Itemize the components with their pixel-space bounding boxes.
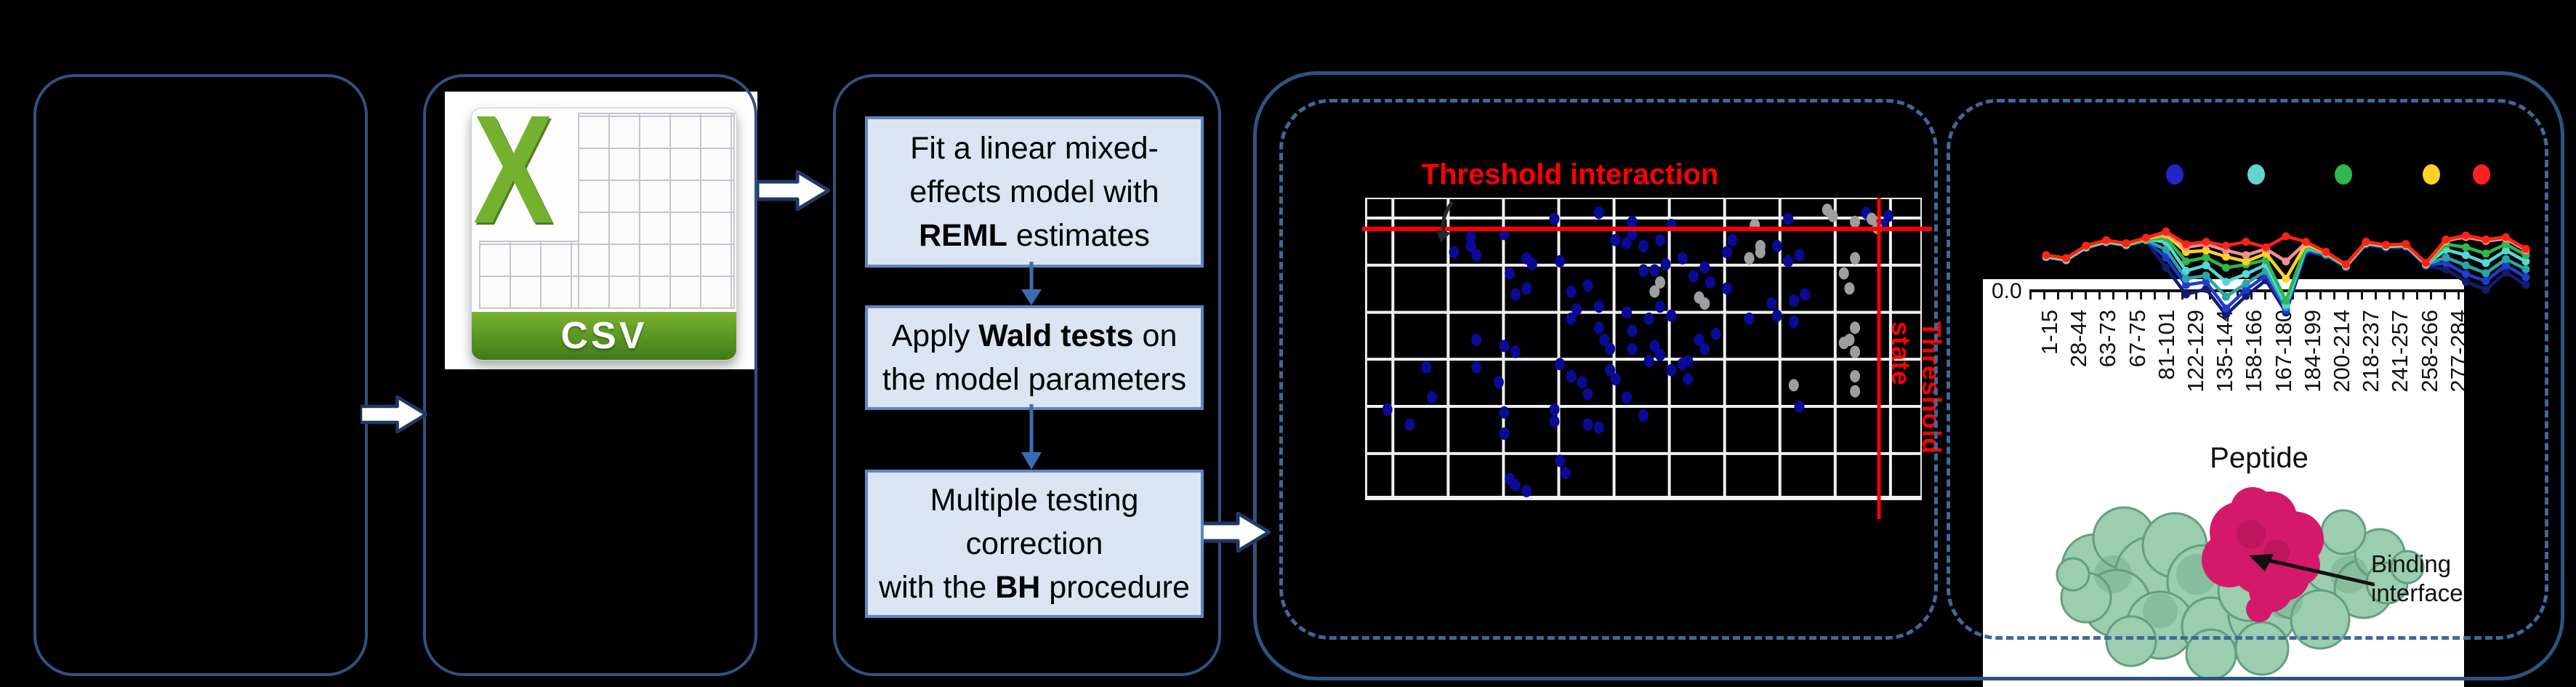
right-arrow-icon: [361, 395, 427, 434]
step-text-line: Apply Wald tests on: [891, 318, 1178, 353]
step-text-line: Fit a linear mixed-: [910, 131, 1159, 166]
x-axis-title: Peptide: [2210, 442, 2309, 474]
down-arrow-icon: [1021, 262, 1042, 305]
step-text-line: with the BH procedure: [879, 570, 1190, 605]
peptide-tick-label: 184-199: [2299, 310, 2325, 393]
peptide-tick-label: 200-214: [2329, 310, 2354, 393]
peptide-tick-label: 81-101: [2153, 310, 2179, 380]
annotation-arrow-icon: [1436, 201, 1454, 243]
scatter-title: Threshold interaction: [1421, 158, 1719, 190]
peptide-tick-label: 218-237: [2358, 310, 2384, 393]
peptide-line-chart: [2042, 228, 2530, 319]
csv-banner: CSV: [472, 312, 736, 360]
legend-dot-icon: [2473, 164, 2490, 185]
csv-file-icon: X CSV: [471, 92, 737, 361]
spreadsheet-grid: [578, 113, 735, 309]
panel-input-box: [33, 74, 368, 676]
peptide-tick-label: 135-144: [2212, 310, 2238, 393]
scatter-svg: [1362, 198, 1932, 519]
series-cyan: [2045, 238, 2527, 307]
scatter-points-main: [1382, 206, 1894, 498]
step-text-line: correction: [965, 526, 1103, 561]
series-red-markers: [2042, 228, 2530, 269]
step-wald-tests: Apply Wald tests on the model parameters: [865, 305, 1204, 410]
peptide-tick-label: 258-266: [2416, 310, 2442, 393]
legend-dot-icon: [2423, 164, 2440, 185]
legend-dot-icon: [2335, 164, 2352, 185]
spreadsheet-grid: [479, 241, 579, 309]
scatter-points-secondary: [1649, 204, 1883, 398]
binding-arrow-icon: [2249, 554, 2375, 587]
step-fit-model: Fit a linear mixed-effects model with REM…: [865, 116, 1204, 268]
step-text-line: effects model with: [909, 174, 1159, 209]
down-arrow-icon: [1021, 404, 1042, 470]
step-text-line: Multiple testing: [930, 483, 1139, 518]
peptide-panel: 0.0 1-15 28-44 63-73 67-75 81-101 122-129 135-…: [1983, 279, 2464, 687]
step-multiple-testing: Multiple testing correction with the BH pr…: [865, 470, 1204, 618]
scatter-plot: [1362, 198, 1932, 519]
peptide-tick-label: 241-257: [2387, 310, 2413, 393]
peptide-tick-label: 167-180: [2270, 310, 2296, 393]
right-arrow-icon: [1198, 512, 1271, 553]
step-text-line: REML estimates: [919, 218, 1150, 253]
peptide-tick-label: 158-166: [2241, 310, 2267, 393]
csv-banner-label: CSV: [560, 315, 648, 357]
threshold-state-label: Threshold state: [1886, 321, 1947, 455]
legend-dot-icon: [2166, 164, 2183, 185]
legend-dot-icon: [2247, 164, 2265, 185]
right-arrow-icon: [757, 170, 830, 211]
step-text-line: the model parameters: [882, 362, 1187, 397]
peptide-tick-label: 122-129: [2183, 310, 2208, 393]
protein-structure-image: [2056, 487, 2425, 680]
y-axis-tick-label: 0.0: [1992, 279, 2022, 303]
excel-x-letter: X: [473, 83, 554, 255]
peptide-tick-label: 277-284: [2445, 310, 2464, 393]
binding-interface-label: Binding interface: [2371, 550, 2463, 606]
series-green: [2045, 236, 2527, 302]
